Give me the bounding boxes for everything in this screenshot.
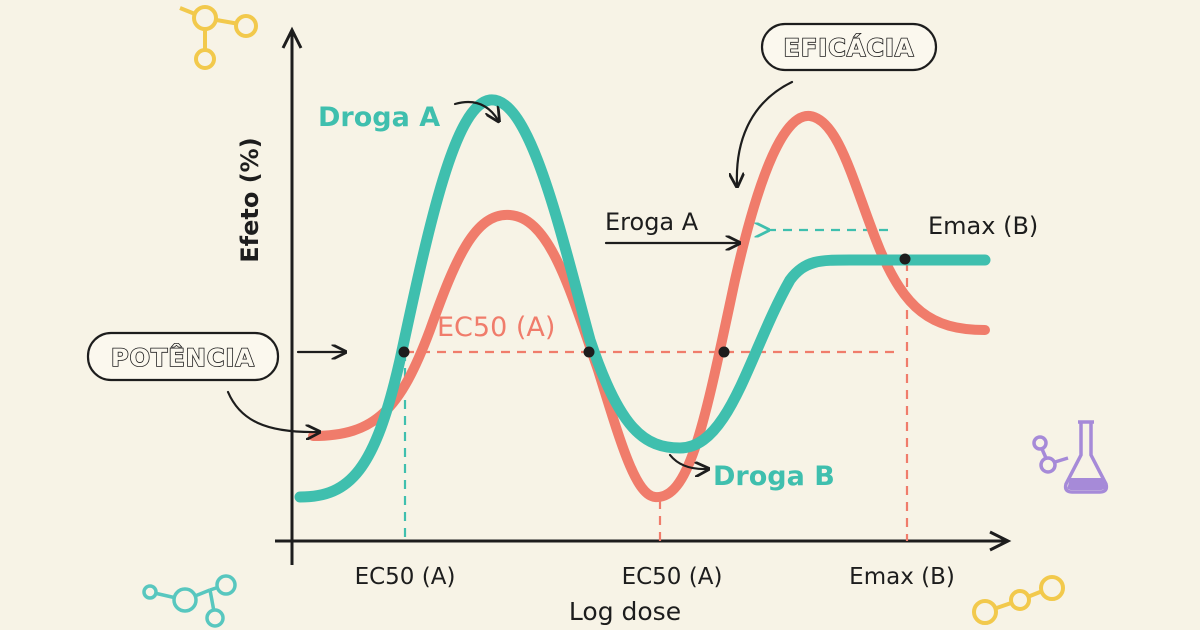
x-axis-label: Log dose bbox=[569, 597, 681, 626]
x-tick-label: EC50 (A) bbox=[622, 564, 723, 590]
x-tick-label: EC50 (A) bbox=[355, 564, 456, 590]
molecule-icon bbox=[972, 575, 1065, 625]
axes bbox=[275, 26, 1012, 565]
flask-icon bbox=[1032, 420, 1109, 494]
molecule-icon bbox=[142, 574, 237, 628]
x-tick-label: Emax (B) bbox=[849, 564, 955, 590]
y-axis-label: Efeto (%) bbox=[236, 137, 264, 262]
droga-a-label: Droga A bbox=[318, 102, 440, 133]
curve-droga-b bbox=[308, 110, 990, 503]
eroga-a-label: Eroga A bbox=[605, 208, 699, 236]
intersection-points bbox=[398, 253, 911, 358]
potencia-badge: POTÊNCIA bbox=[86, 331, 280, 382]
curve-droga-a bbox=[294, 94, 991, 503]
eficacia-badge: EFICÁCIA bbox=[760, 22, 938, 72]
emax-b-label: Emax (B) bbox=[928, 212, 1038, 240]
molecule-icon bbox=[179, 5, 258, 70]
ec50-a-label: EC50 (A) bbox=[437, 312, 555, 343]
droga-b-label: Droga B bbox=[713, 461, 835, 492]
potencia-badge-text: POTÊNCIA bbox=[111, 343, 255, 372]
eficacia-badge-text: EFICÁCIA bbox=[783, 33, 914, 62]
annotation-arrows bbox=[226, 80, 794, 469]
